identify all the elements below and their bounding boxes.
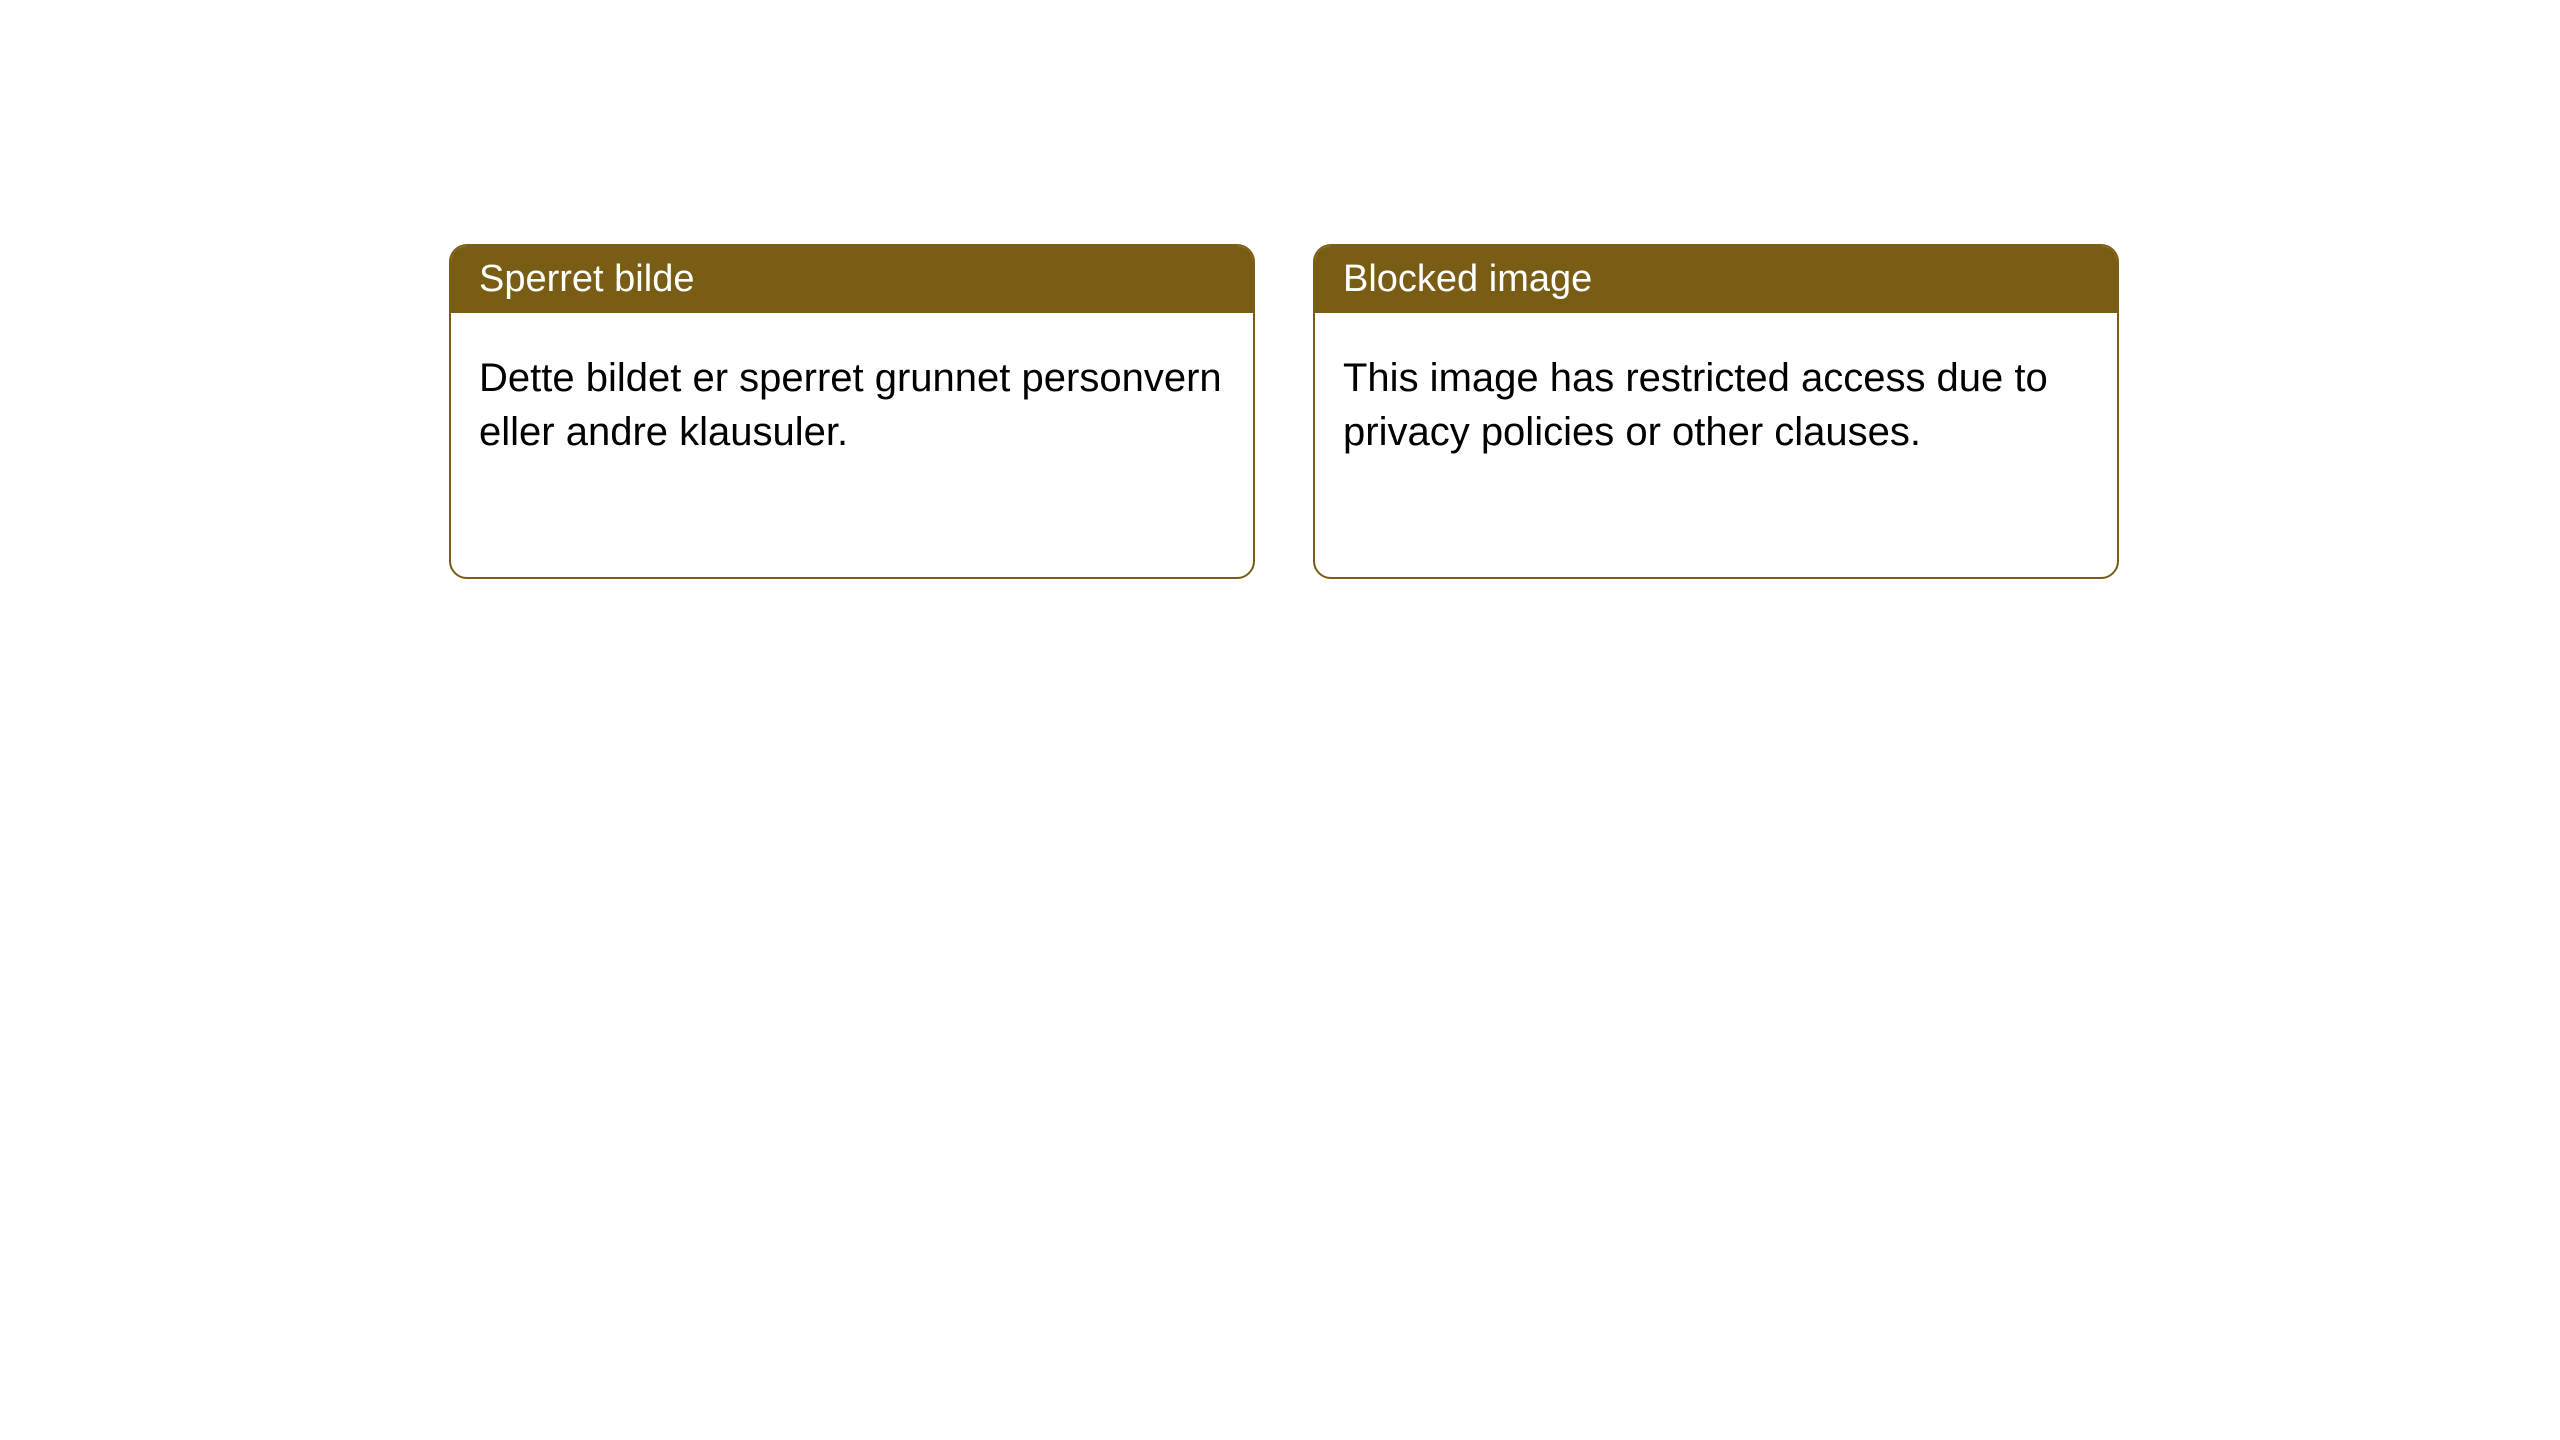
notice-title-norwegian: Sperret bilde — [451, 246, 1253, 313]
notice-card-english: Blocked image This image has restricted … — [1313, 244, 2119, 579]
notice-body-norwegian: Dette bildet er sperret grunnet personve… — [451, 313, 1253, 497]
blocked-image-notices: Sperret bilde Dette bildet er sperret gr… — [449, 244, 2119, 579]
notice-title-english: Blocked image — [1315, 246, 2117, 313]
notice-card-norwegian: Sperret bilde Dette bildet er sperret gr… — [449, 244, 1255, 579]
notice-body-english: This image has restricted access due to … — [1315, 313, 2117, 497]
